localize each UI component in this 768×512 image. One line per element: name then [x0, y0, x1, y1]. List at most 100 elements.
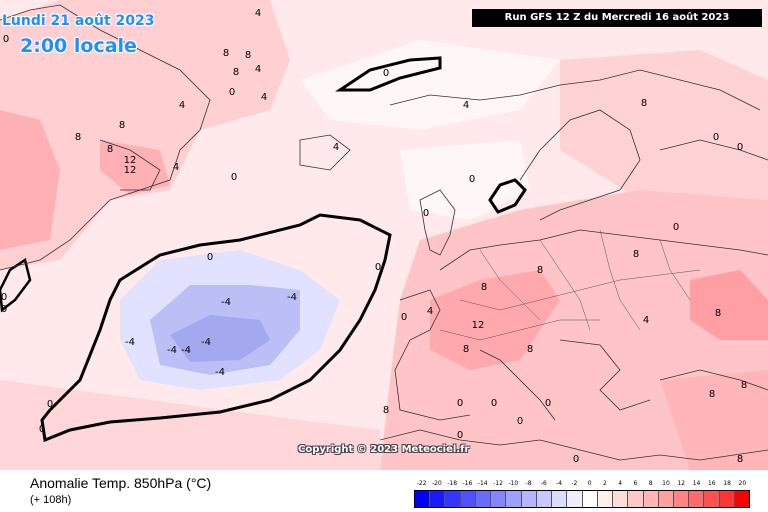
contour-label: 4: [255, 8, 261, 19]
contour-label: 8: [463, 344, 469, 355]
contour-label: 12: [124, 165, 137, 176]
contour-label: 8: [75, 132, 81, 143]
legend-swatch: [415, 491, 431, 507]
contour-label: 0: [375, 262, 381, 273]
legend-label: -16: [462, 480, 473, 487]
legend-swatch: [521, 491, 537, 507]
contour-label: 0: [229, 87, 235, 98]
variable-title: Anomalie Temp. 850hPa (°C): [30, 475, 212, 491]
legend-label: -6: [540, 480, 547, 487]
contour-label: -4: [221, 297, 231, 308]
legend-swatch: [704, 491, 720, 507]
contour-label: -4: [167, 345, 177, 356]
contour-label: 0: [383, 68, 389, 79]
legend-label: 18: [723, 480, 731, 487]
forecast-date: Lundi 21 août 2023: [2, 13, 155, 29]
legend-swatch: [628, 491, 644, 507]
legend-swatch: [673, 491, 690, 507]
warm-anomaly-southeast: [660, 370, 768, 470]
contour-label: -4: [181, 345, 191, 356]
legend-label: 20: [738, 480, 747, 487]
legend-label: -10: [508, 480, 519, 487]
contour-label: 4: [463, 100, 469, 111]
contour-label: 0: [1, 304, 7, 315]
contour-label: -4: [287, 292, 297, 303]
neutral-zone-norway-sea: [400, 140, 530, 220]
zero-contour-iceland: [335, 56, 442, 92]
legend-label: 4: [618, 480, 623, 487]
contour-label: 0: [401, 312, 407, 323]
legend-swatch: [430, 491, 446, 507]
legend-swatch: [460, 491, 476, 507]
legend-swatch: [734, 491, 750, 507]
footer: Anomalie Temp. 850hPa (°C) (+ 108h) -22-…: [0, 470, 768, 512]
contour-label: 0: [457, 430, 463, 441]
legend-swatch: [658, 491, 674, 507]
contour-label: 0: [39, 424, 45, 435]
warm-anomaly-scandinavia: [560, 50, 768, 200]
contour-label: 8: [223, 48, 229, 59]
contour-label: 8: [527, 344, 533, 355]
contour-label: 8: [383, 405, 389, 416]
contour-label: 4: [255, 64, 261, 75]
contour-label: 4: [333, 142, 339, 153]
map-panel: 0 4 8 8 8 4 0 4 4 8 8 12 12 4 8 0 4 4 0 0 0 8 0 0 0 8 8 8 4 12 8 0 0 0 -4-…: [0, 0, 768, 470]
contour-label: 8: [633, 249, 639, 260]
legend-swatch: [506, 491, 522, 507]
legend-label: 10: [662, 480, 670, 487]
contour-label: 0: [207, 252, 213, 263]
coastlines: [0, 4, 768, 461]
contour-label: 8: [107, 144, 113, 155]
legend-label: 2: [602, 480, 607, 487]
neutral-zone-iceland: [300, 40, 560, 130]
warm-anomaly-greenland: [0, 0, 290, 270]
copyright-notice: Copyright © 2023 Meteociel.fr: [298, 444, 470, 455]
warm-anomaly-atlantic-south: [0, 380, 380, 470]
contour-label: 0: [469, 174, 475, 185]
country-borders: [439, 229, 701, 341]
contour-label: 0: [231, 172, 237, 183]
legend-label: 0: [587, 480, 592, 487]
legend-label: -12: [493, 480, 503, 487]
contour-label: 0: [423, 208, 429, 219]
forecast-local-time: 2:00 locale: [20, 35, 137, 57]
zero-contour-atlantic: [40, 213, 392, 443]
warm-anomaly-greenland-core: [0, 110, 60, 250]
legend-bar: [414, 490, 750, 508]
legend-swatch: [643, 491, 659, 507]
warm-anomaly-europe-core: [430, 270, 560, 370]
contour-label: 0: [491, 398, 497, 409]
contour-label: 12: [472, 320, 485, 331]
contour-label: -4: [201, 337, 211, 348]
legend-label: -14: [477, 480, 488, 487]
legend-swatch: [552, 491, 568, 507]
contour-label: 4: [261, 92, 267, 103]
legend-label: 14: [692, 480, 701, 487]
contour-label: 8: [641, 98, 647, 109]
contour-label: 0: [517, 416, 523, 427]
legend-label: 8: [648, 480, 653, 487]
zero-contour-svalbard: [488, 178, 527, 214]
legend-label: -18: [447, 480, 458, 487]
run-banner: Run GFS 12 Z du Mercredi 16 août 2023: [472, 9, 762, 27]
contour-label: 8: [537, 265, 543, 276]
legend-swatch: [597, 491, 614, 507]
contour-label: 0: [737, 142, 743, 153]
contour-label: 8: [741, 380, 747, 391]
legend-label: 6: [633, 480, 638, 487]
legend-swatch: [491, 491, 507, 507]
contour-label: 0: [47, 399, 53, 410]
legend-swatch: [719, 491, 735, 507]
contour-label: 0: [713, 132, 719, 143]
warm-anomaly-greenland-south: [100, 140, 170, 195]
contour-label: 0: [1, 292, 7, 303]
legend-swatch: [613, 491, 629, 507]
contour-label: 4: [179, 100, 185, 111]
contour-label: -4: [125, 337, 135, 348]
legend-swatch: [445, 491, 461, 507]
contour-label: 8: [715, 308, 721, 319]
warm-anomaly-east-core: [690, 270, 768, 340]
legend-swatch: [689, 491, 705, 507]
legend-swatch: [536, 491, 553, 507]
